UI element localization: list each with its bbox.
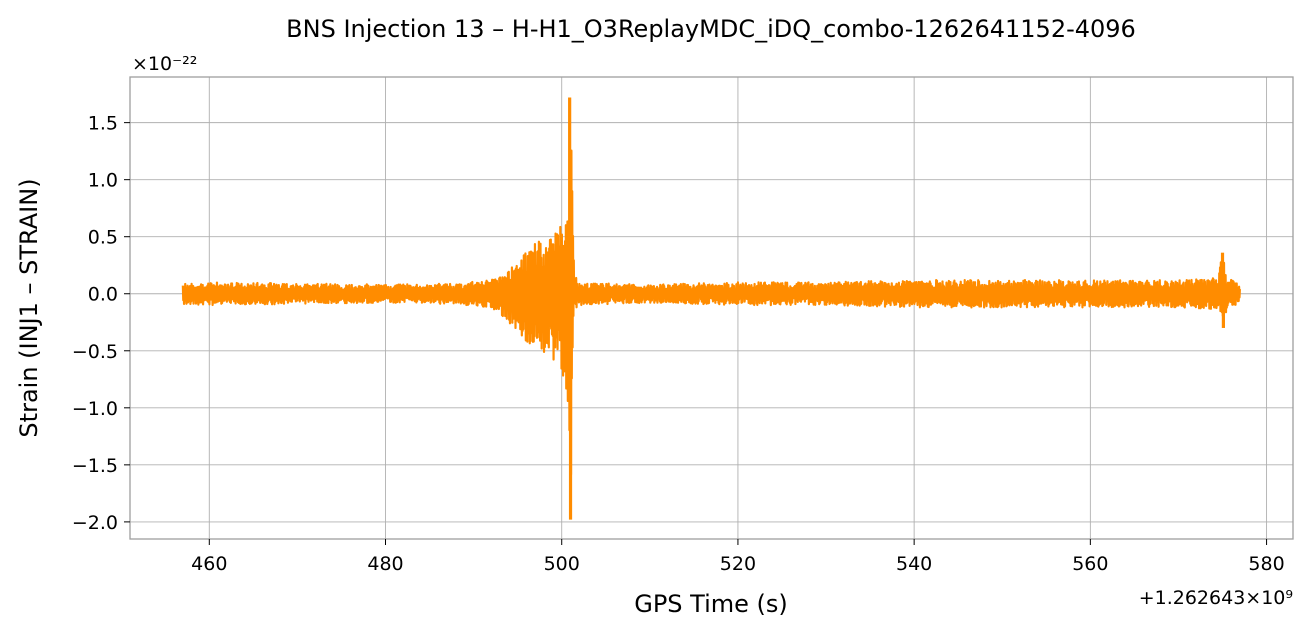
x-tick-label: 540: [896, 553, 932, 575]
y-tick-label: 1.0: [88, 170, 118, 192]
y-tick-label: −0.5: [72, 341, 118, 363]
y-tick-label: −1.0: [72, 398, 118, 420]
chart-title: BNS Injection 13 – H-H1_O3ReplayMDC_iDQ_…: [286, 15, 1136, 43]
x-tick-label: 580: [1248, 553, 1284, 575]
x-tick-label: 520: [720, 553, 756, 575]
y-axis: 1.5 1.0 0.5 0.0 −0.5 −1.0 −1.5 −2.0: [72, 113, 130, 534]
x-tick-label: 480: [367, 553, 403, 575]
y-tick-label: 1.5: [88, 113, 118, 135]
x-offset-label: +1.262643×10⁹: [1139, 587, 1293, 609]
y-multiplier-label: ×10⁻²²: [132, 53, 197, 75]
y-axis-label: Strain (INJ1 – STRAIN): [15, 178, 43, 437]
y-tick-label: −1.5: [72, 455, 118, 477]
x-tick-label: 560: [1072, 553, 1108, 575]
y-tick-label: 0.5: [88, 227, 118, 249]
x-tick-label: 460: [191, 553, 227, 575]
y-tick-label: 0.0: [88, 284, 118, 306]
x-tick-label: 500: [544, 553, 580, 575]
plot-frame: [129, 76, 1294, 540]
plot-area-background: [130, 77, 1293, 539]
x-axis-label: GPS Time (s): [634, 590, 788, 618]
y-tick-label: −2.0: [72, 512, 118, 534]
series-group: [181, 97, 1241, 520]
strain-series-line: [181, 149, 1241, 476]
x-axis: 460 480 500 520 540 560 580: [191, 539, 1285, 575]
